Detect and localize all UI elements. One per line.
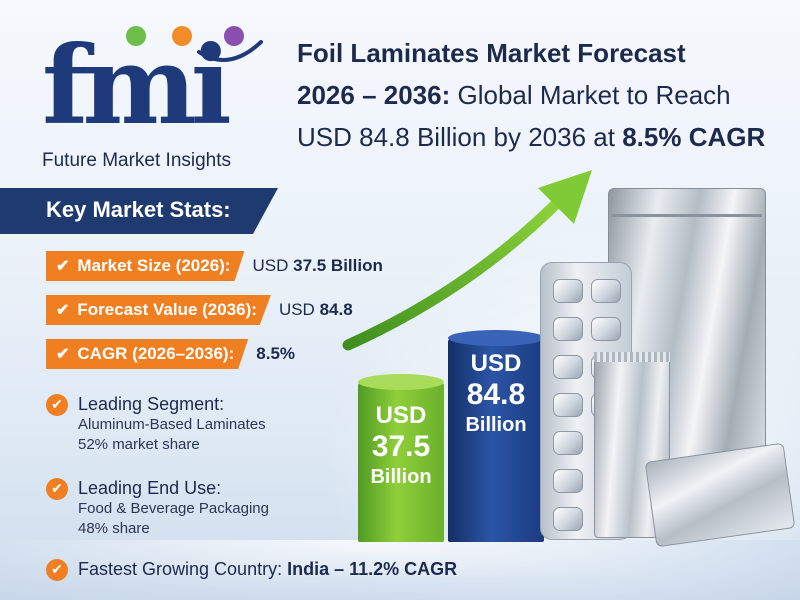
headline: Foil Laminates Market Forecast 2026 – 20… [297,32,787,158]
logo-dot-purple [224,26,244,46]
stat-row-forecast-value: ✔ Forecast Value (2036): USD 84.8 [46,295,353,325]
highlight-line: 48% share [78,520,150,537]
highlight-line: Food & Beverage Packaging [78,500,269,517]
logo-dot-orange [172,26,192,46]
check-icon: ✔ [56,302,70,319]
blister-pill [553,507,583,531]
stat-value: USD 37.5 Billion [252,256,382,276]
column-label-currency: USD [375,402,427,429]
stat-value-prefix: USD [252,256,289,275]
highlight-line: 52% market share [78,436,200,453]
stat-label-text: Forecast Value (2036): [77,300,257,319]
column-2026-top [358,374,444,390]
column-label-value: 84.8 [466,378,526,411]
column-2036-top [448,330,544,346]
floor-surface [0,540,800,600]
stat-value-number: 8.5% [256,344,296,363]
logo-letters: fmi [42,23,232,149]
highlight-leading-end-use: ✔ Leading End Use: Food & Beverage Packa… [46,478,269,539]
column-2026: USD 37.5 Billion [358,382,444,542]
blister-pill [553,317,583,341]
highlight-line: Aluminum-Based Laminates [78,416,266,433]
check-icon: ✔ [46,559,68,581]
logo-dot-green [126,26,146,46]
column-label-currency: USD [470,350,522,377]
key-stats-heading: Key Market Stats: [46,197,231,222]
stat-label: ✔ Forecast Value (2036): [46,295,271,325]
highlight-title-plain: Fastest Growing Country: [78,559,283,579]
check-icon: ✔ [46,394,68,416]
highlight-title: Leading Segment: [78,394,225,414]
highlight-leading-segment: ✔ Leading Segment: Aluminum-Based Lamina… [46,394,266,455]
column-2036: USD 84.8 Billion [448,338,544,542]
stat-value-number: 37.5 Billion [293,256,383,275]
blister-pill [553,431,583,455]
stat-label-text: CAGR (2026–2036): [77,344,235,363]
highlight-fastest-growing: ✔ Fastest Growing Country: India – 11.2%… [46,559,457,581]
stat-label-text: Market Size (2026): [77,256,231,275]
blister-pill [553,393,583,417]
stat-value-prefix: USD [278,300,315,319]
blister-pill [591,317,621,341]
key-stats-banner: Key Market Stats: [0,188,278,234]
blister-pill [553,355,583,379]
sachet-seal [594,352,670,362]
stat-row-cagr: ✔ CAGR (2026–2036): 8.5% [46,339,295,369]
check-icon: ✔ [46,478,68,500]
check-icon: ✔ [56,258,70,275]
headline-cagr: 8.5% CAGR [622,122,766,152]
headline-years: 2026 – 2036: [297,80,451,110]
fmi-logo: fmi Future Market Insights [30,22,270,171]
highlight-title: Fastest Growing Country: India – 11.2% C… [78,559,457,581]
stat-value-number: 84.8 [319,300,353,319]
stat-label: ✔ Market Size (2026): [46,251,245,281]
stat-value: USD 84.8 [279,300,353,320]
blister-pill [553,469,583,493]
headline-line2: Global Market to Reach [457,80,731,110]
stat-value: 8.5% [256,344,295,364]
column-label-unit: Billion [370,466,432,488]
headline-title: Foil Laminates Market Forecast [297,38,686,68]
column-label-value: 37.5 [371,430,431,463]
highlight-title-bold: India – 11.2% CAGR [287,559,458,579]
highlight-title: Leading End Use: [78,478,222,498]
check-icon: ✔ [56,346,70,363]
headline-line3: USD 84.8 Billion by 2036 at [297,122,615,152]
blister-pill [553,279,583,303]
column-label-unit: Billion [465,414,527,436]
logo-tagline: Future Market Insights [42,150,232,171]
logo-swoosh-icon [197,40,263,62]
blister-pill [591,279,621,303]
pouch-zipper [612,214,762,217]
stat-label: ✔ CAGR (2026–2036): [46,339,249,369]
stat-row-market-size: ✔ Market Size (2026): USD 37.5 Billion [46,251,383,281]
